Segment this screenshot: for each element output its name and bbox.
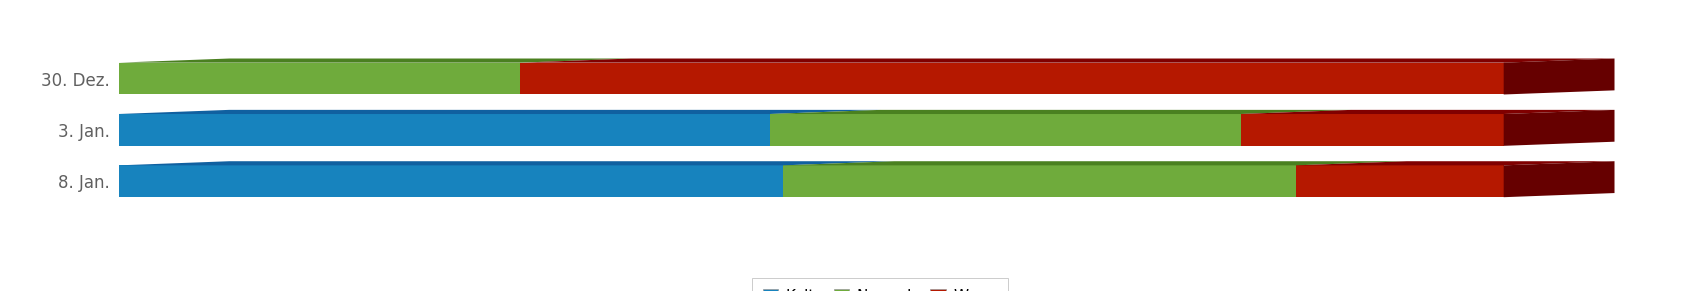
Legend: Kalt, Normal, Warm: Kalt, Normal, Warm — [757, 283, 1004, 291]
Polygon shape — [119, 161, 894, 165]
Polygon shape — [1503, 110, 1615, 146]
Polygon shape — [770, 110, 1351, 114]
Bar — [119, 63, 520, 95]
Bar — [1295, 165, 1503, 197]
Bar — [784, 165, 1295, 197]
Bar — [119, 114, 770, 146]
Polygon shape — [1503, 58, 1615, 95]
Polygon shape — [520, 58, 1615, 63]
Bar — [520, 63, 1503, 95]
Polygon shape — [119, 58, 631, 63]
Polygon shape — [1503, 161, 1615, 197]
Bar — [1241, 114, 1503, 146]
Polygon shape — [1241, 110, 1615, 114]
Bar — [770, 114, 1241, 146]
Polygon shape — [1295, 161, 1615, 165]
Polygon shape — [119, 110, 880, 114]
Polygon shape — [784, 161, 1407, 165]
Bar — [119, 165, 784, 197]
